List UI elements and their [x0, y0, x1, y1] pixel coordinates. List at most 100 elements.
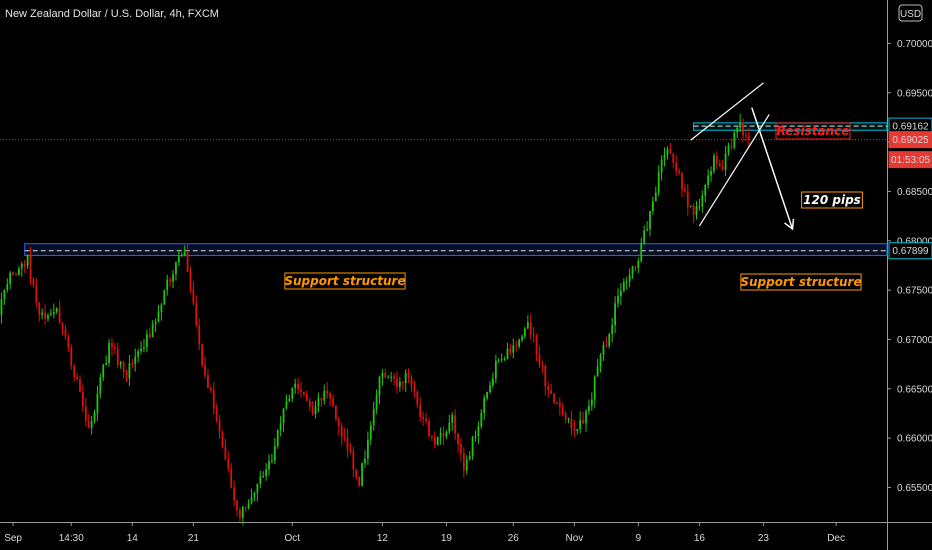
wedge-upper-line: [690, 82, 764, 141]
candle-bear: [515, 345, 518, 347]
x-axis-ticks: Sep 14:30 14 21 Oct 12 19 26 Nov 9 16 23 Dec: [4, 522, 845, 544]
candle-bear: [672, 153, 675, 163]
candle-bear: [556, 402, 558, 404]
candle-bull: [649, 211, 651, 230]
candle-bull: [288, 398, 291, 402]
candle-bear: [410, 377, 413, 386]
candle-bear: [541, 364, 544, 366]
candle-bear: [215, 408, 218, 421]
candle-bull: [736, 127, 739, 133]
candle-bull: [646, 229, 648, 231]
candle-bear: [535, 336, 538, 355]
candle-bull: [154, 321, 157, 325]
candle-bear: [730, 145, 733, 148]
candle-bull: [49, 313, 52, 316]
pips-label-box: [801, 191, 863, 209]
support-price-tag: 0.67899: [892, 246, 929, 257]
x-tick-label: 26: [508, 533, 520, 544]
candle-bull: [404, 372, 407, 384]
candle-bull: [271, 460, 273, 462]
candle-bear: [564, 414, 567, 420]
x-tick-label: Oct: [284, 533, 300, 544]
candle-bear: [428, 420, 430, 437]
current-price-tag: 0.69025: [892, 135, 929, 146]
candle-bear: [334, 406, 337, 420]
y-tick-label: 0.66000: [897, 434, 932, 445]
support-label-left-box: [284, 272, 406, 290]
x-tick-label: 9: [636, 533, 642, 544]
candles-layer: [0, 113, 750, 525]
candle-bear: [148, 334, 151, 338]
candle-bull: [477, 426, 480, 436]
candle-bull: [701, 195, 704, 207]
candle-bull: [724, 153, 727, 171]
candle-bull: [602, 345, 605, 355]
y-tick-label: 0.67500: [897, 286, 932, 297]
candle-bull: [375, 395, 378, 409]
candle-bear: [61, 322, 64, 329]
candle-bull: [364, 458, 366, 464]
candle-bull: [96, 393, 99, 413]
candle-bull: [625, 281, 628, 283]
candle-bear: [303, 391, 305, 394]
candle-bear: [44, 312, 46, 319]
candle-bull: [47, 315, 49, 319]
candle-bear: [12, 272, 14, 275]
candle-bull: [268, 461, 270, 470]
candle-bull: [282, 408, 285, 424]
candle-bull: [128, 363, 131, 379]
candle-bear: [718, 163, 721, 167]
x-tick-label: 12: [377, 533, 389, 544]
candle-bull: [137, 351, 140, 357]
y-tick-label: 0.69500: [897, 88, 932, 99]
candle-bear: [209, 387, 212, 390]
candle-bear: [460, 444, 462, 454]
candle-bear: [35, 284, 38, 303]
candle-bear: [131, 363, 134, 365]
candle-bear: [401, 381, 404, 384]
candle-bear: [605, 345, 608, 347]
y-tick-label: 0.70000: [897, 39, 932, 50]
projection-arrow-line: [751, 107, 794, 230]
candle-bull: [695, 206, 698, 215]
support-label-right: Support structure: [740, 275, 861, 289]
candle-bull: [378, 376, 381, 396]
candle-bull: [145, 334, 148, 348]
candle-bear: [675, 162, 678, 172]
candle-bear: [678, 171, 680, 173]
candle-bull: [590, 399, 593, 406]
candle-bull: [739, 122, 742, 128]
candle-bear: [550, 390, 553, 394]
currency-button[interactable]: [898, 4, 923, 22]
candle-bear: [221, 431, 224, 447]
candle-bear: [125, 372, 128, 379]
candle-bear: [683, 189, 686, 192]
candle-bull: [651, 201, 654, 212]
candle-bear: [58, 308, 61, 323]
candle-bull: [160, 304, 163, 313]
candle-bull: [143, 347, 145, 349]
candle-bear: [81, 391, 84, 407]
candle-bear: [692, 205, 695, 215]
candle-bear: [122, 361, 125, 373]
candle-bear: [538, 354, 541, 365]
candle-bull: [620, 290, 622, 297]
candle-bull: [157, 312, 160, 322]
candle-bull: [492, 378, 494, 386]
candle-bull: [497, 360, 500, 362]
candle-bear: [681, 172, 683, 190]
candle-bear: [320, 398, 323, 401]
candle-bull: [643, 230, 646, 243]
candle-bear: [384, 372, 387, 378]
candle-bull: [119, 361, 122, 365]
candle-bull: [489, 385, 491, 393]
candle-bull: [663, 155, 666, 160]
candle-bull: [151, 324, 154, 338]
candle-bull: [654, 192, 657, 202]
candle-bull: [93, 412, 96, 422]
candle-bear: [201, 344, 204, 366]
candle-bull: [617, 296, 619, 304]
